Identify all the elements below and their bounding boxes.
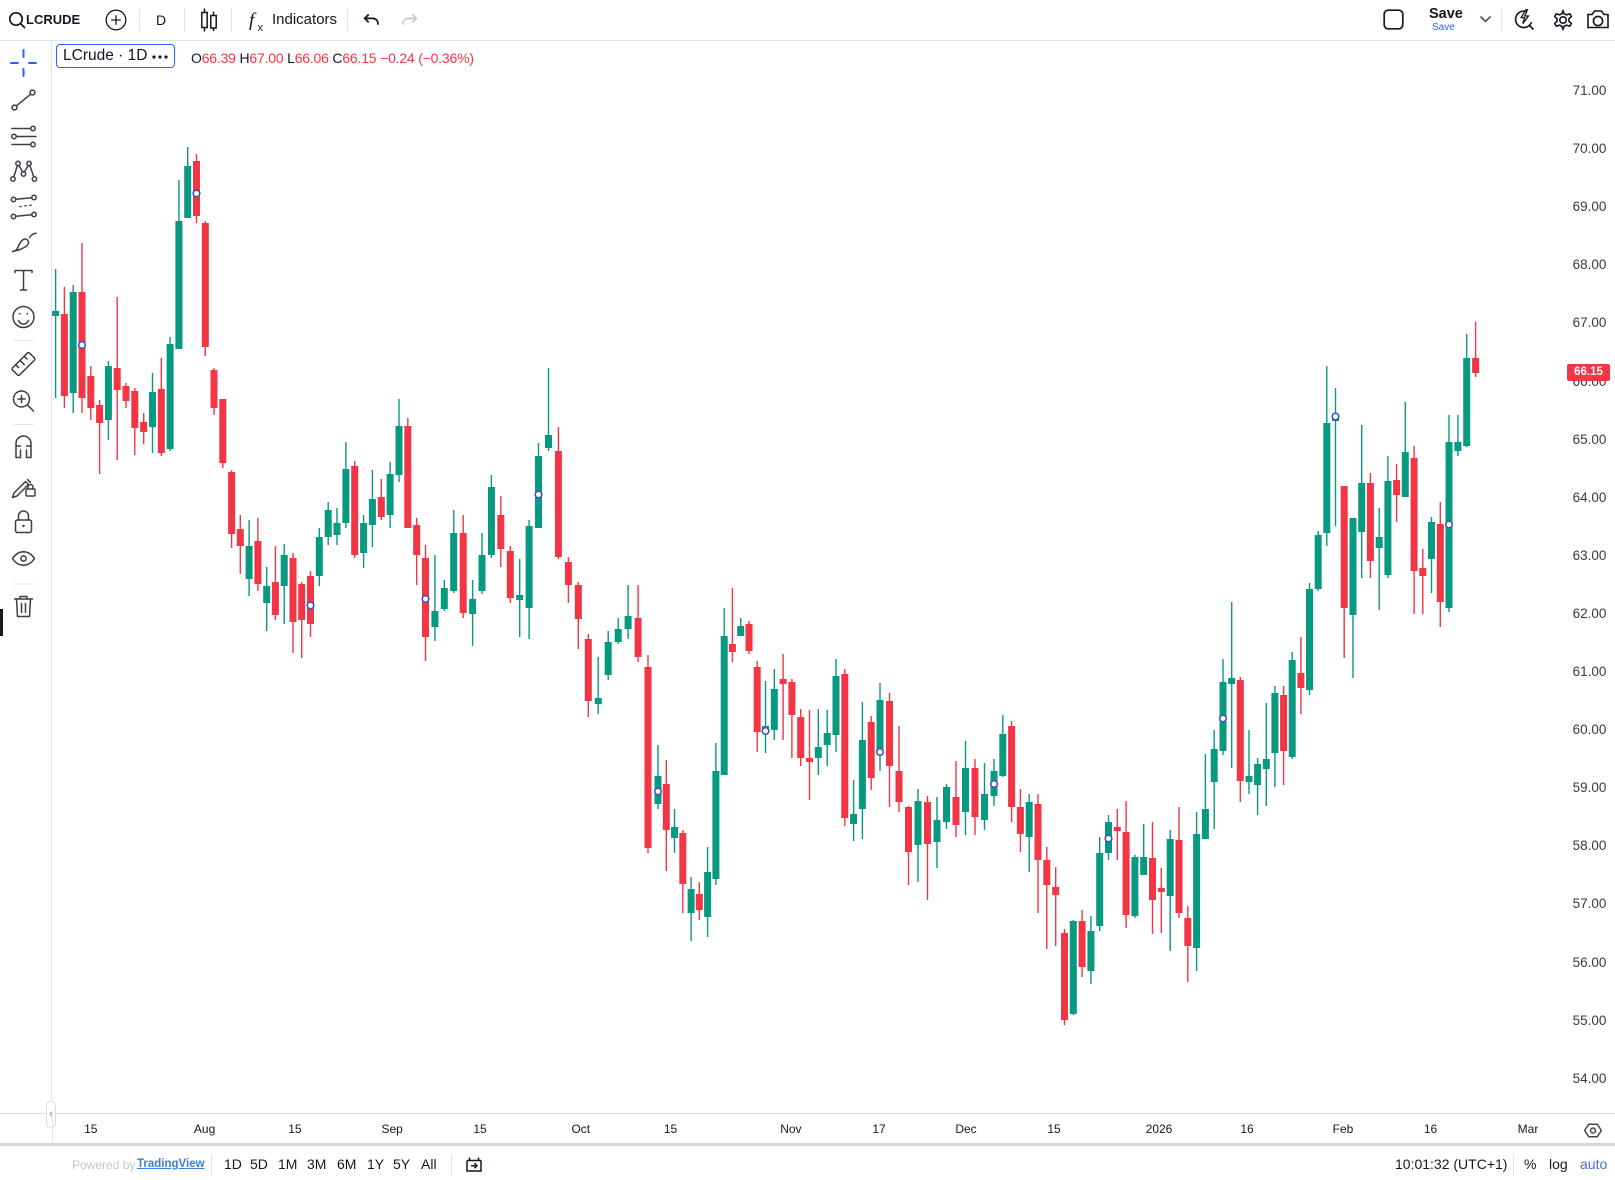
svg-text:x: x — [258, 22, 264, 34]
svg-text:f: f — [249, 10, 257, 31]
